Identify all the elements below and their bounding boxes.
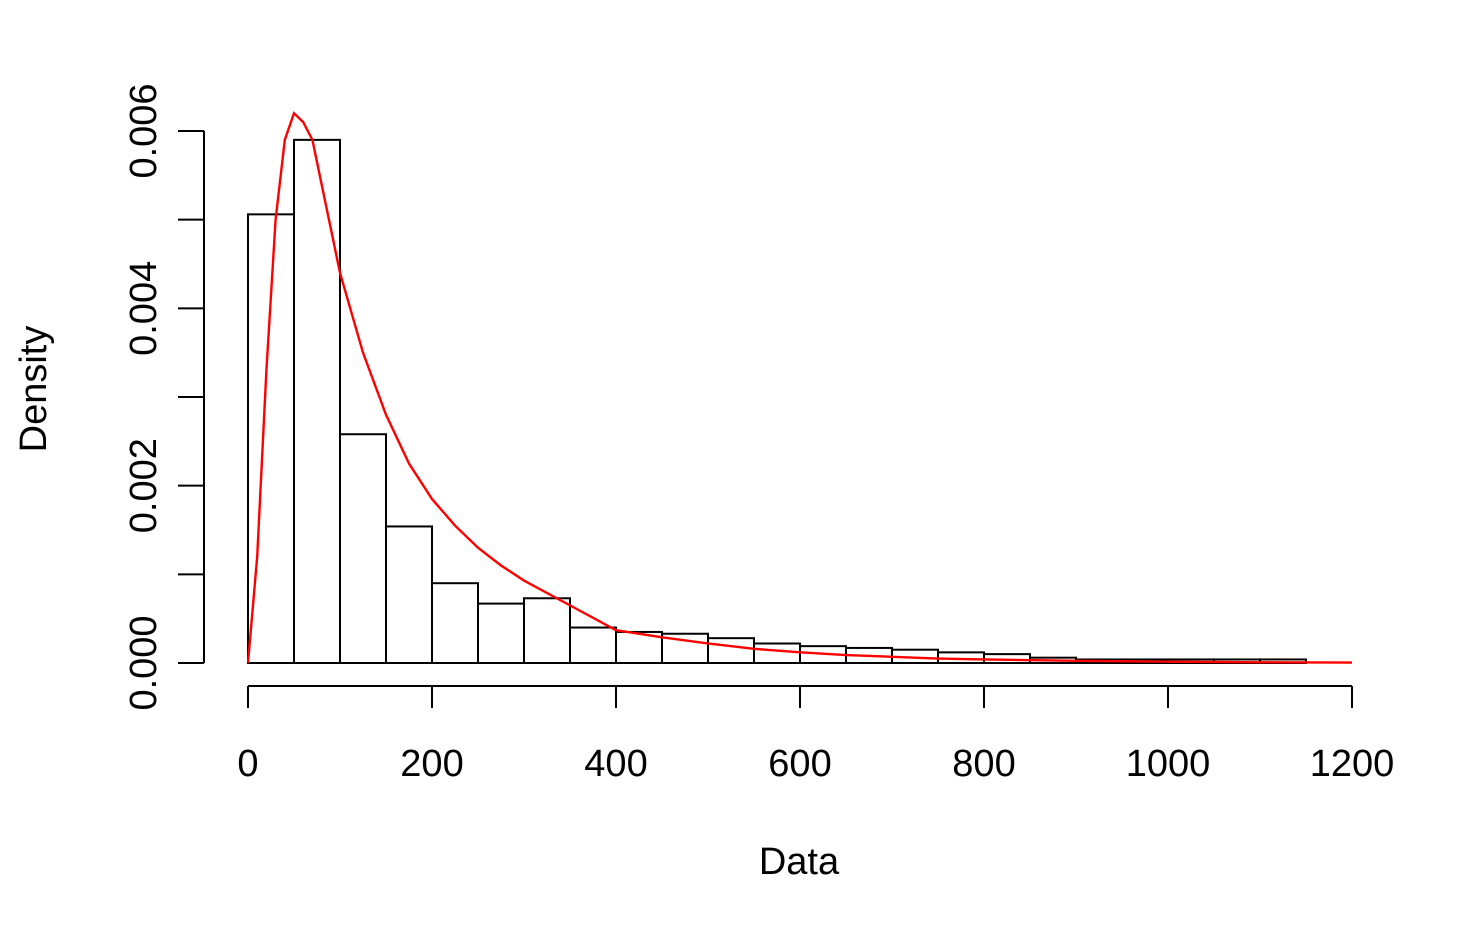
x-axis-title: Data: [759, 841, 840, 883]
histogram-bars: [247, 138, 1307, 665]
x-tick-label: 1000: [1126, 743, 1211, 785]
x-tick-label: 600: [768, 743, 831, 785]
histogram-bar: [431, 582, 479, 665]
x-tick-label: 400: [584, 743, 647, 785]
y-tick-label: 0.000: [123, 615, 165, 710]
histogram-bar: [569, 626, 617, 664]
histogram-bar: [339, 433, 387, 664]
y-tick-label: 0.004: [123, 261, 165, 356]
x-tick-label: 0: [237, 743, 258, 785]
histogram-bar: [523, 597, 571, 664]
histogram-bar: [477, 602, 525, 664]
histogram-bar: [707, 637, 755, 665]
x-ticks: 0 200 400 600 800 1000 1200: [237, 686, 1394, 785]
y-tick-label: 0.002: [123, 438, 165, 533]
y-ticks: 0.000 0.002 0.004 0.006: [123, 83, 204, 711]
x-tick-label: 1200: [1310, 743, 1395, 785]
y-axis: 0.000 0.002 0.004 0.006: [123, 83, 205, 711]
y-tick-label: 0.006: [123, 83, 165, 178]
histogram-bar: [293, 138, 341, 665]
x-tick-label: 200: [400, 743, 463, 785]
y-axis-title: Density: [13, 326, 55, 453]
histogram-bar: [753, 642, 801, 665]
x-axis: 0 200 400 600 800 1000 1200: [237, 685, 1394, 785]
x-tick-label: 800: [952, 743, 1015, 785]
density-curve: [246, 111, 1353, 664]
histogram-bar: [385, 525, 433, 664]
